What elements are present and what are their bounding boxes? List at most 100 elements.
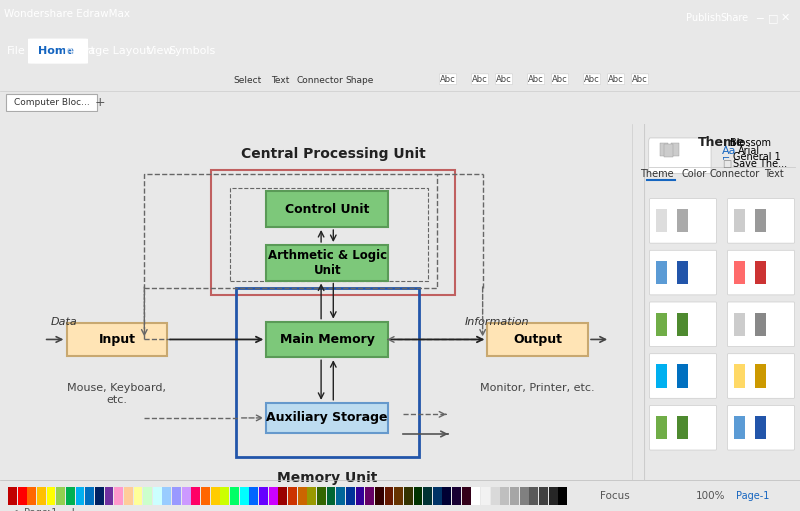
Bar bbox=[66, 487, 74, 505]
Bar bbox=[520, 487, 529, 505]
FancyBboxPatch shape bbox=[650, 199, 717, 243]
Bar bbox=[549, 487, 558, 505]
Bar bbox=[326, 487, 335, 505]
Bar bbox=[298, 487, 306, 505]
Bar bbox=[657, 364, 667, 388]
Bar bbox=[336, 487, 345, 505]
Bar bbox=[37, 487, 46, 505]
Text: Theme: Theme bbox=[698, 136, 746, 149]
FancyBboxPatch shape bbox=[727, 199, 794, 243]
Bar bbox=[734, 364, 746, 388]
Bar bbox=[307, 487, 316, 505]
Text: Text: Text bbox=[271, 76, 289, 85]
FancyBboxPatch shape bbox=[727, 250, 794, 295]
Bar bbox=[677, 364, 688, 388]
Text: Focus: Focus bbox=[600, 491, 630, 501]
Text: Publish: Publish bbox=[686, 13, 722, 23]
Bar bbox=[677, 261, 688, 284]
Bar bbox=[75, 487, 85, 505]
Text: +: + bbox=[68, 506, 78, 511]
Bar bbox=[394, 487, 403, 505]
Bar bbox=[539, 487, 548, 505]
Bar bbox=[490, 487, 500, 505]
Bar bbox=[317, 487, 326, 505]
Bar bbox=[278, 487, 287, 505]
Text: Select: Select bbox=[234, 76, 262, 85]
Text: Abc: Abc bbox=[632, 75, 648, 84]
Bar bbox=[210, 487, 220, 505]
Bar bbox=[734, 210, 746, 233]
FancyBboxPatch shape bbox=[6, 94, 97, 111]
Bar bbox=[124, 487, 133, 505]
Text: Wondershare EdrawMax: Wondershare EdrawMax bbox=[4, 9, 130, 19]
Text: Main Memory: Main Memory bbox=[280, 333, 374, 346]
Text: Theme: Theme bbox=[640, 169, 674, 179]
Bar bbox=[66, 322, 167, 356]
Bar bbox=[288, 487, 297, 505]
Text: Page-1: Page-1 bbox=[24, 507, 58, 511]
Bar bbox=[266, 192, 388, 227]
Bar bbox=[230, 188, 428, 282]
Text: ✕: ✕ bbox=[781, 13, 790, 23]
Text: +: + bbox=[94, 96, 105, 109]
Text: View: View bbox=[146, 46, 174, 56]
Bar bbox=[754, 261, 766, 284]
Text: Symbols: Symbols bbox=[168, 46, 216, 56]
Text: □: □ bbox=[767, 13, 778, 23]
Bar bbox=[266, 321, 388, 357]
Text: Arthmetic & Logic
Unit: Arthmetic & Logic Unit bbox=[268, 249, 386, 277]
Text: Input: Input bbox=[98, 333, 135, 346]
Bar bbox=[734, 416, 746, 439]
Bar bbox=[657, 416, 667, 439]
Text: Auxiliary Storage: Auxiliary Storage bbox=[266, 411, 388, 425]
Bar bbox=[211, 170, 455, 295]
Bar bbox=[385, 487, 394, 505]
Bar bbox=[56, 487, 65, 505]
Text: Connector: Connector bbox=[710, 169, 760, 179]
Bar bbox=[375, 487, 384, 505]
FancyBboxPatch shape bbox=[650, 354, 717, 398]
Text: Shape: Shape bbox=[346, 76, 374, 85]
Bar bbox=[172, 487, 181, 505]
Bar bbox=[27, 487, 36, 505]
Text: Central Processing Unit: Central Processing Unit bbox=[241, 147, 426, 161]
Text: Page Layout: Page Layout bbox=[82, 46, 150, 56]
Text: Home: Home bbox=[38, 46, 74, 56]
Bar bbox=[734, 313, 746, 336]
Bar bbox=[677, 210, 688, 233]
Text: File: File bbox=[6, 46, 26, 56]
Bar bbox=[153, 487, 162, 505]
Bar bbox=[659, 143, 668, 156]
Text: Share: Share bbox=[720, 13, 748, 23]
Bar bbox=[46, 487, 55, 505]
FancyBboxPatch shape bbox=[650, 405, 717, 450]
Bar bbox=[530, 487, 538, 505]
Bar bbox=[201, 487, 210, 505]
Text: Abc: Abc bbox=[496, 75, 512, 84]
Bar bbox=[677, 416, 688, 439]
Text: Abc: Abc bbox=[440, 75, 456, 84]
Text: Color: Color bbox=[682, 169, 706, 179]
Bar bbox=[162, 487, 171, 505]
Bar bbox=[452, 487, 461, 505]
Text: Arial: Arial bbox=[738, 146, 760, 156]
Bar bbox=[404, 487, 413, 505]
Text: Abc: Abc bbox=[552, 75, 568, 84]
Bar bbox=[182, 487, 190, 505]
Bar bbox=[266, 245, 388, 281]
Text: ◀: ◀ bbox=[11, 508, 18, 511]
Bar bbox=[657, 261, 667, 284]
Bar bbox=[433, 487, 442, 505]
Bar bbox=[144, 174, 437, 288]
Text: Control Unit: Control Unit bbox=[285, 203, 370, 216]
Text: Abc: Abc bbox=[528, 75, 544, 84]
Text: Aa: Aa bbox=[722, 146, 737, 156]
Bar bbox=[143, 487, 152, 505]
Text: Text: Text bbox=[764, 169, 783, 179]
Bar bbox=[657, 313, 667, 336]
Bar bbox=[191, 487, 200, 505]
Text: Save The...: Save The... bbox=[733, 158, 787, 169]
Bar bbox=[366, 487, 374, 505]
FancyBboxPatch shape bbox=[650, 250, 717, 295]
FancyBboxPatch shape bbox=[28, 38, 88, 64]
